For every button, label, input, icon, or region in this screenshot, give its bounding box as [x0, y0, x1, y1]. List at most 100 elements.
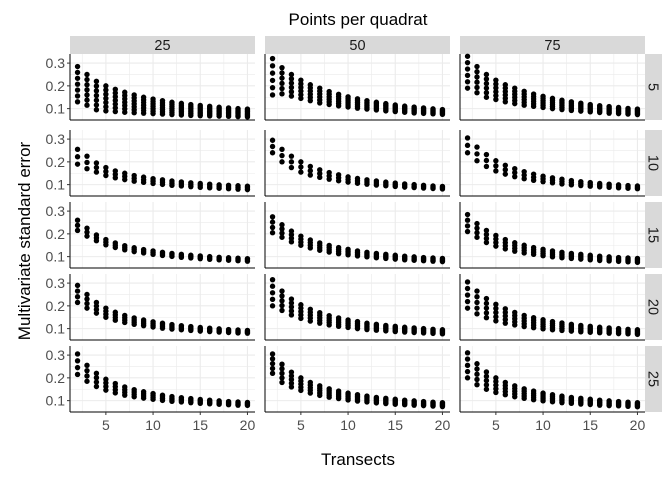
data-point: [521, 386, 527, 392]
data-point: [559, 320, 565, 326]
data-point: [411, 181, 417, 188]
data-point: [326, 386, 332, 392]
col-strip-label-25: 25: [154, 38, 170, 54]
data-point: [279, 226, 285, 232]
data-point: [392, 396, 398, 402]
data-point: [549, 175, 556, 181]
data-point: [317, 85, 323, 91]
data-point: [244, 327, 251, 334]
data-point: [587, 396, 593, 402]
data-point: [634, 255, 641, 262]
data-point: [549, 95, 556, 102]
data-point: [288, 71, 295, 78]
data-point: [178, 251, 185, 258]
data-point: [84, 367, 90, 374]
data-point: [74, 358, 81, 364]
data-point: [483, 76, 490, 82]
data-point: [103, 83, 109, 89]
data-point: [474, 366, 480, 372]
data-point: [474, 63, 480, 70]
data-point: [568, 177, 575, 184]
data-point: [159, 249, 166, 255]
data-point: [298, 77, 304, 83]
data-point: [559, 249, 565, 255]
y-tick-label: 0.2: [46, 154, 66, 170]
data-point: [279, 159, 285, 165]
data-point: [578, 395, 584, 402]
data-point: [354, 392, 361, 398]
data-point: [288, 93, 295, 99]
panel-25-50: 5 10 15 20: [264, 346, 450, 433]
row-strip-10: [645, 130, 662, 196]
data-point: [540, 246, 546, 253]
data-point: [93, 379, 100, 385]
data-point: [279, 366, 285, 372]
data-point: [269, 150, 276, 156]
data-point: [103, 376, 109, 382]
data-point: [131, 245, 137, 251]
data-point: [298, 375, 304, 381]
data-point: [596, 324, 603, 330]
data-point: [269, 70, 276, 76]
data-point: [269, 92, 276, 98]
data-point: [188, 395, 194, 402]
data-point: [464, 59, 471, 66]
data-point: [483, 373, 490, 379]
data-point: [188, 101, 194, 108]
data-point: [420, 182, 427, 189]
row-strip-15: [645, 202, 662, 268]
y-tick-label: 0.2: [46, 370, 66, 386]
data-point: [401, 253, 408, 259]
data-point: [74, 161, 81, 167]
data-point: [150, 248, 156, 254]
data-point: [326, 88, 332, 95]
data-point: [74, 87, 81, 93]
data-point: [530, 91, 537, 97]
data-point: [188, 180, 194, 186]
data-point: [383, 179, 389, 185]
data-point: [159, 177, 166, 183]
data-point: [430, 399, 436, 405]
data-point: [93, 78, 100, 85]
data-point: [335, 172, 342, 178]
data-point: [420, 398, 427, 405]
data-point: [93, 83, 100, 89]
data-point: [288, 159, 295, 165]
data-point: [74, 154, 81, 160]
col-strip-label-75: 75: [544, 38, 560, 54]
data-point: [93, 102, 100, 108]
data-point: [540, 173, 546, 179]
data-point: [93, 97, 100, 103]
data-point: [464, 72, 471, 79]
data-point: [103, 91, 109, 97]
data-point: [269, 290, 276, 296]
data-point: [288, 376, 295, 383]
data-point: [269, 370, 276, 377]
data-point: [439, 327, 446, 333]
data-point: [326, 242, 332, 249]
x-tick-label: 10: [145, 417, 161, 433]
data-point: [103, 99, 109, 106]
data-point: [493, 375, 499, 381]
data-point: [188, 252, 194, 258]
data-point: [112, 240, 119, 246]
data-point: [150, 176, 156, 182]
data-point: [269, 283, 276, 289]
panel-10-25: 0.1 0.2 0.3: [46, 130, 255, 197]
data-point: [464, 285, 471, 292]
data-point: [112, 101, 119, 107]
data-point: [464, 135, 471, 141]
data-point: [420, 105, 427, 111]
data-point: [244, 183, 251, 189]
data-point: [483, 71, 490, 78]
data-point: [317, 167, 323, 173]
data-point: [269, 55, 276, 62]
data-point: [354, 96, 361, 102]
data-point: [84, 233, 90, 239]
data-point: [606, 103, 612, 110]
panel-5-75: [459, 53, 645, 121]
data-point: [373, 250, 380, 257]
data-point: [279, 146, 285, 153]
data-point: [383, 322, 389, 329]
